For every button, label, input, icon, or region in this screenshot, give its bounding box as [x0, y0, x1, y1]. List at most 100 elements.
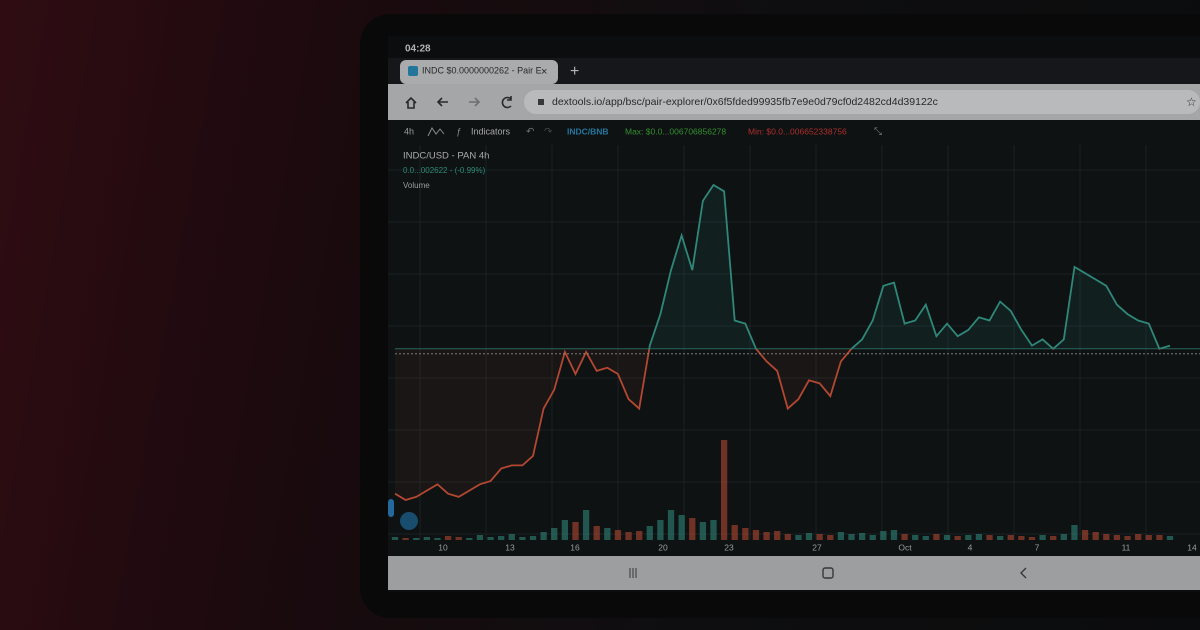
- volume-bar: [582, 510, 590, 540]
- volume-bar: [837, 532, 845, 540]
- volume-bar: [710, 520, 717, 540]
- volume-bar: [1018, 536, 1025, 540]
- volume-bar: [943, 535, 951, 540]
- lock-icon: [538, 99, 544, 105]
- volume-bar: [519, 537, 526, 540]
- volume-bar: [604, 528, 611, 540]
- home-nav-button[interactable]: [822, 567, 834, 579]
- url-field[interactable]: [524, 90, 1200, 114]
- volume-bar: [678, 515, 685, 540]
- volume-bar: [508, 534, 515, 540]
- volume-bar: [1103, 534, 1110, 540]
- interval-button[interactable]: 4h: [404, 126, 414, 136]
- volume-bar: [423, 537, 430, 540]
- home-button[interactable]: [405, 96, 417, 109]
- volume-bar: [561, 520, 569, 540]
- tab-close[interactable]: ×: [541, 66, 547, 78]
- x-tick-label: 4: [968, 542, 973, 552]
- volume-bar: [1145, 535, 1152, 540]
- volume-bar: [827, 535, 834, 540]
- bookmark-star[interactable]: ☆: [1186, 95, 1197, 109]
- volume-bar: [657, 520, 664, 540]
- volume-bar: [434, 538, 441, 540]
- redo-button[interactable]: ↷: [544, 127, 553, 138]
- down-part: [394, 348, 1170, 501]
- pair-switch[interactable]: INDC/BNB: [567, 126, 609, 136]
- back-button[interactable]: [436, 97, 448, 107]
- volume-bar: [551, 528, 558, 540]
- up-part: [648, 183, 1171, 349]
- volume-bar: [869, 535, 876, 540]
- volume-bar: [1113, 535, 1121, 540]
- volume-bar: [933, 534, 940, 540]
- x-tick-label: 23: [724, 542, 734, 552]
- volume-bar: [487, 537, 494, 540]
- volume-bar: [954, 536, 961, 540]
- volume-bar: [922, 536, 929, 540]
- volume-bar: [413, 538, 420, 540]
- volume-bar: [646, 526, 653, 540]
- volume-bar: [965, 535, 972, 540]
- price-label: 0.0...002622 - (-0.99%): [403, 166, 486, 175]
- volume-bar: [1028, 537, 1036, 540]
- tab[interactable]: [400, 60, 558, 84]
- price-line-down: [394, 348, 1163, 501]
- volume-bar: [466, 538, 473, 540]
- undo-button[interactable]: ↶: [526, 127, 534, 138]
- volume-bar: [625, 532, 632, 540]
- forward-button[interactable]: [469, 97, 481, 107]
- new-tab[interactable]: +: [570, 63, 579, 80]
- volume-bar: [848, 534, 855, 540]
- fx-icon: ƒ: [456, 126, 461, 136]
- volume-bar: [901, 534, 908, 540]
- volume-bar: [1092, 532, 1099, 540]
- volume-bar: [444, 536, 452, 540]
- x-tick-label: 11: [1122, 542, 1131, 552]
- fullscreen-button[interactable]: ⤡: [874, 127, 882, 138]
- volume-bar: [529, 536, 537, 540]
- volume-bar: [1135, 534, 1142, 540]
- volume-bar: [476, 535, 484, 540]
- volume-bar: [816, 534, 823, 540]
- volume-bar: [720, 440, 728, 540]
- status-time: 04:28: [405, 44, 431, 55]
- volume-bar: [986, 535, 993, 540]
- volume-bar: [1124, 536, 1131, 540]
- volume-bar: [614, 530, 622, 540]
- x-axis: 10 13 16 20 23 27 Oct 4 7 11 14: [438, 542, 1197, 552]
- volume-bar: [636, 531, 643, 540]
- recents-button[interactable]: [629, 568, 637, 578]
- volume-bar: [402, 538, 409, 540]
- volume-bar: [1050, 536, 1057, 540]
- volume-bar: [890, 530, 898, 540]
- volume-bar: [1039, 535, 1046, 540]
- chart-type-button[interactable]: [427, 127, 445, 137]
- cloud-button[interactable]: [400, 512, 418, 530]
- area-up: [649, 185, 1170, 349]
- volume-bar: [498, 536, 505, 540]
- volume-bar: [784, 534, 791, 540]
- scroll-handle[interactable]: [388, 499, 394, 517]
- volume-bar: [752, 530, 760, 540]
- x-tick-label: 16: [570, 542, 580, 552]
- indicators-button[interactable]: Indicators: [471, 126, 511, 136]
- volume-label: Volume: [403, 181, 430, 190]
- volume-bar: [572, 522, 579, 540]
- volume-bar: [742, 528, 749, 540]
- volume-bar: [774, 531, 781, 540]
- x-tick-label: 27: [812, 542, 822, 552]
- url-text: dextools.io/app/bsc/pair-explorer/0x6f5f…: [552, 96, 938, 108]
- x-tick-label: 20: [658, 542, 668, 552]
- reload-button[interactable]: [501, 96, 512, 109]
- plot: [391, 183, 1200, 540]
- volume-bar: [1166, 536, 1174, 540]
- volume-bar: [1007, 535, 1014, 540]
- volume-bar: [593, 526, 600, 540]
- volume-bar: [975, 534, 983, 540]
- back-nav-button[interactable]: [1020, 567, 1027, 579]
- volume-bar: [689, 518, 696, 540]
- volume-bar: [996, 536, 1004, 540]
- volume-bar: [455, 537, 462, 540]
